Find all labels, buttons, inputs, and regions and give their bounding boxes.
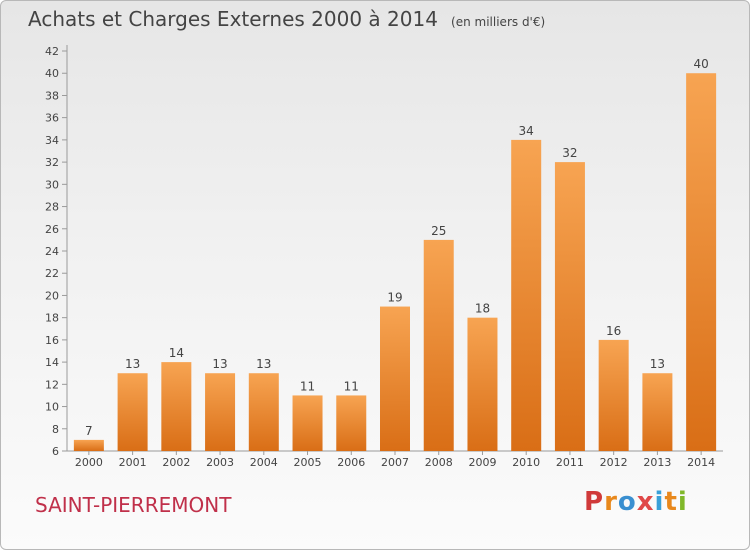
bar-value-label: 11 (344, 379, 359, 393)
bar-value-label: 13 (650, 357, 665, 371)
x-tick-label: 2009 (468, 456, 496, 469)
bars (73, 73, 717, 451)
bar-value-label: 16 (606, 324, 621, 338)
y-tick-label: 12 (45, 378, 59, 391)
y-tick-label: 24 (45, 245, 59, 258)
y-tick-label: 36 (45, 112, 59, 125)
bar-2014 (686, 73, 717, 451)
x-tick-label: 2005 (294, 456, 322, 469)
y-tick-label: 8 (52, 423, 59, 436)
x-tick-label: 2010 (512, 456, 540, 469)
bar-2011 (554, 162, 585, 451)
bar-2002 (161, 362, 192, 451)
data-labels: 7 13 14 13 13 11 11 19 25 18 34 32 16 13 40 (85, 57, 709, 438)
chart-unit: (en milliers d'€) (451, 15, 546, 29)
bar-2007 (380, 306, 410, 451)
y-tick-label: 28 (45, 201, 59, 214)
bar-2008 (423, 239, 454, 451)
bar-value-label: 32 (562, 146, 577, 160)
bar-2006 (336, 395, 367, 451)
bar-2001 (117, 373, 148, 451)
x-tick-label: 2001 (119, 456, 147, 469)
y-tick-label: 22 (45, 267, 59, 280)
y-tick-label: 38 (45, 89, 59, 102)
bar-2012 (598, 339, 629, 451)
bar-value-label: 11 (300, 379, 315, 393)
logo-letter: i (654, 487, 665, 517)
bar-2004 (248, 373, 279, 451)
bar-value-label: 25 (431, 224, 446, 238)
y-tick-label: 40 (45, 67, 59, 80)
bar-value-label: 14 (169, 346, 184, 360)
x-tick-label: 2011 (556, 456, 584, 469)
bar-2010 (511, 139, 542, 451)
y-tick-label: 6 (52, 445, 59, 458)
bar-value-label: 13 (256, 357, 271, 371)
x-axis: 2000 2001 2002 2003 2004 2005 2006 2007 2008 2009… (67, 450, 723, 469)
y-tick-label: 34 (45, 134, 59, 147)
y-tick-label: 20 (45, 289, 59, 302)
logo-letter: t (664, 487, 678, 517)
bar-2013 (642, 373, 673, 451)
x-tick-label: 2012 (600, 456, 628, 469)
logo-letter: o (617, 487, 637, 517)
x-tick-label: 2007 (381, 456, 409, 469)
chart-header: Achats et Charges Externes 2000 à 2014 (… (28, 7, 545, 31)
x-tick-label: 2000 (75, 456, 103, 469)
bar-2003 (205, 373, 236, 451)
bar-2005 (292, 395, 323, 451)
y-tick-label: 42 (45, 45, 59, 58)
x-tick-label: 2004 (250, 456, 278, 469)
y-axis: 6 8 10 12 14 16 18 20 22 24 26 28 30 32 34 36 38 40 42 (45, 45, 68, 458)
x-tick-label: 2002 (162, 456, 190, 469)
y-tick-label: 32 (45, 156, 59, 169)
logo-letter: x (636, 487, 655, 517)
bar-value-label: 40 (693, 57, 708, 71)
x-tick-label: 2013 (643, 456, 671, 469)
commune-name: SAINT-PIERREMONT (35, 493, 232, 517)
bar-value-label: 13 (125, 357, 140, 371)
x-tick-label: 2003 (206, 456, 234, 469)
y-tick-label: 18 (45, 312, 59, 325)
bar-2009 (467, 317, 498, 451)
x-tick-label: 2008 (425, 456, 453, 469)
x-tick-label: 2006 (337, 456, 365, 469)
y-tick-label: 10 (45, 401, 59, 414)
logo-letter: P (584, 487, 605, 517)
proxiti-logo: Proxiti (584, 487, 688, 517)
y-tick-label: 30 (45, 178, 59, 191)
chart-title: Achats et Charges Externes 2000 à 2014 (28, 7, 438, 31)
bar-value-label: 13 (212, 357, 227, 371)
bar-value-label: 34 (519, 124, 534, 138)
y-tick-label: 26 (45, 223, 59, 236)
bar-value-label: 19 (387, 291, 402, 305)
logo-letter: r (604, 487, 618, 517)
y-tick-label: 14 (45, 356, 59, 369)
y-tick-label: 16 (45, 334, 59, 347)
bar-value-label: 18 (475, 302, 490, 316)
bar-value-label: 7 (85, 424, 93, 438)
logo-letter: i (677, 487, 688, 517)
bar-2000 (73, 439, 104, 451)
x-tick-label: 2014 (687, 456, 715, 469)
